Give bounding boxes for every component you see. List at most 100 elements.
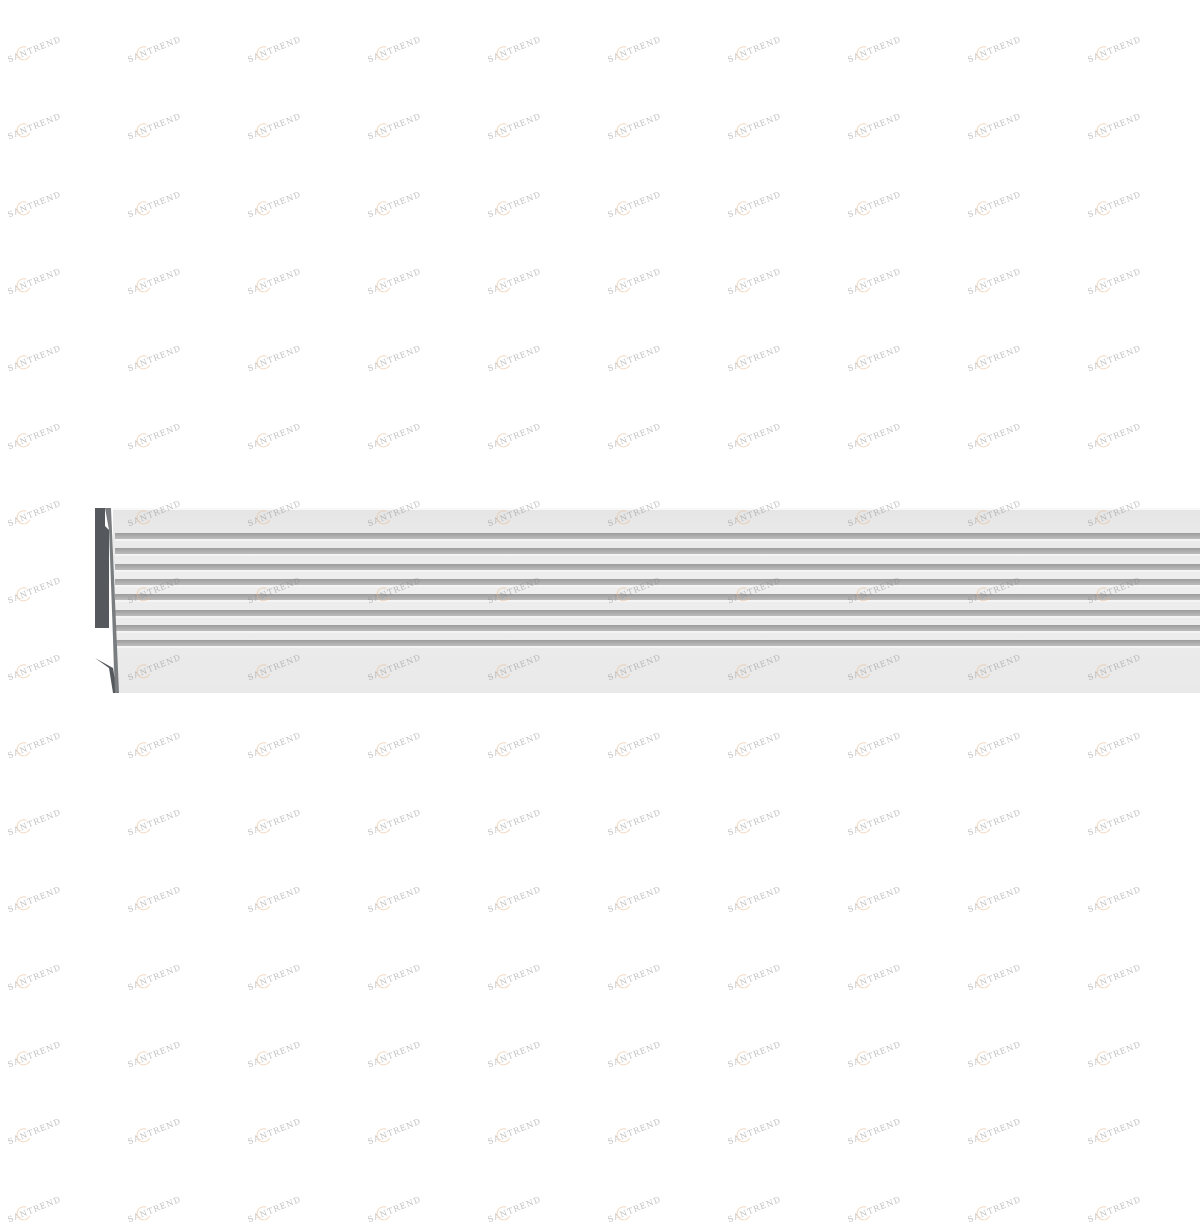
watermark: SANTREND bbox=[846, 730, 903, 761]
watermark: SANTREND bbox=[606, 1116, 663, 1147]
watermark: SANTREND bbox=[246, 884, 303, 915]
watermark: SANTREND bbox=[126, 807, 183, 838]
watermark: SANTREND bbox=[246, 730, 303, 761]
watermark: SANTREND bbox=[1086, 1116, 1143, 1147]
watermark: SANTREND bbox=[366, 1039, 423, 1070]
watermark: SANTREND bbox=[6, 575, 63, 606]
watermark: SANTREND bbox=[966, 962, 1023, 992]
watermark: SANTREND bbox=[1086, 1039, 1143, 1070]
watermark: SANTREND bbox=[366, 266, 423, 297]
watermark: SANTREND bbox=[486, 884, 543, 915]
watermark: SANTREND bbox=[726, 189, 783, 219]
watermark: SANTREND bbox=[6, 730, 63, 761]
watermark: SANTREND bbox=[846, 1194, 903, 1224]
watermark: SANTREND bbox=[126, 962, 183, 992]
watermark: SANTREND bbox=[486, 1039, 543, 1070]
watermark: SANTREND bbox=[6, 884, 63, 915]
groove bbox=[115, 563, 1200, 572]
watermark: SANTREND bbox=[6, 653, 63, 683]
watermark: SANTREND bbox=[966, 1116, 1023, 1147]
watermark: SANTREND bbox=[1086, 266, 1143, 297]
watermark: SANTREND bbox=[1086, 1194, 1143, 1224]
watermark: SANTREND bbox=[126, 1116, 183, 1147]
watermark: SANTREND bbox=[726, 884, 783, 915]
watermark: SANTREND bbox=[846, 1116, 903, 1147]
watermark: SANTREND bbox=[606, 189, 663, 219]
profile-edge bbox=[95, 508, 119, 693]
watermark: SANTREND bbox=[966, 1039, 1023, 1070]
watermark: SANTREND bbox=[966, 807, 1023, 838]
watermark: SANTREND bbox=[1086, 421, 1143, 451]
watermark: SANTREND bbox=[606, 266, 663, 297]
watermark: SANTREND bbox=[726, 111, 783, 142]
watermark: SANTREND bbox=[126, 189, 183, 219]
watermark: SANTREND bbox=[1086, 962, 1143, 992]
watermark: SANTREND bbox=[486, 1116, 543, 1147]
watermark: SANTREND bbox=[366, 189, 423, 219]
watermark: SANTREND bbox=[486, 730, 543, 761]
watermark: SANTREND bbox=[126, 884, 183, 915]
watermark: SANTREND bbox=[966, 884, 1023, 915]
watermark: SANTREND bbox=[486, 1194, 543, 1224]
watermark: SANTREND bbox=[246, 1194, 303, 1224]
watermark: SANTREND bbox=[246, 421, 303, 451]
watermark: SANTREND bbox=[966, 34, 1023, 65]
watermark: SANTREND bbox=[366, 730, 423, 761]
watermark: SANTREND bbox=[1086, 807, 1143, 838]
groove bbox=[115, 594, 1200, 603]
watermark: SANTREND bbox=[366, 962, 423, 992]
watermark: SANTREND bbox=[726, 1116, 783, 1147]
watermark: SANTREND bbox=[246, 1116, 303, 1147]
watermark: SANTREND bbox=[6, 1116, 63, 1147]
groove bbox=[115, 548, 1200, 557]
watermark: SANTREND bbox=[846, 111, 903, 142]
watermark: SANTREND bbox=[6, 343, 63, 374]
watermark: SANTREND bbox=[1086, 111, 1143, 142]
watermark: SANTREND bbox=[606, 884, 663, 915]
watermark: SANTREND bbox=[606, 343, 663, 374]
watermark: SANTREND bbox=[246, 189, 303, 219]
watermark: SANTREND bbox=[6, 962, 63, 992]
watermark: SANTREND bbox=[6, 1039, 63, 1070]
watermark: SANTREND bbox=[6, 34, 63, 65]
watermark: SANTREND bbox=[6, 189, 63, 219]
watermark: SANTREND bbox=[726, 343, 783, 374]
watermark: SANTREND bbox=[846, 1039, 903, 1070]
groove bbox=[115, 624, 1200, 633]
watermark: SANTREND bbox=[366, 884, 423, 915]
watermark: SANTREND bbox=[246, 111, 303, 142]
watermark: SANTREND bbox=[1086, 884, 1143, 915]
watermark: SANTREND bbox=[246, 34, 303, 65]
watermark: SANTREND bbox=[366, 807, 423, 838]
watermark: SANTREND bbox=[6, 1194, 63, 1224]
watermark: SANTREND bbox=[846, 421, 903, 451]
watermark: SANTREND bbox=[126, 730, 183, 761]
watermark: SANTREND bbox=[246, 266, 303, 297]
watermark: SANTREND bbox=[126, 111, 183, 142]
watermark: SANTREND bbox=[726, 1194, 783, 1224]
watermark: SANTREND bbox=[6, 807, 63, 838]
watermark: SANTREND bbox=[1086, 34, 1143, 65]
watermark: SANTREND bbox=[246, 1039, 303, 1070]
watermark: SANTREND bbox=[846, 266, 903, 297]
watermark: SANTREND bbox=[366, 1194, 423, 1224]
watermark: SANTREND bbox=[606, 730, 663, 761]
watermark: SANTREND bbox=[6, 498, 63, 529]
watermark: SANTREND bbox=[966, 266, 1023, 297]
watermark: SANTREND bbox=[486, 34, 543, 65]
watermark: SANTREND bbox=[966, 343, 1023, 374]
watermark: SANTREND bbox=[606, 111, 663, 142]
watermark: SANTREND bbox=[246, 807, 303, 838]
watermark: SANTREND bbox=[486, 421, 543, 451]
watermark: SANTREND bbox=[726, 34, 783, 65]
watermark: SANTREND bbox=[966, 1194, 1023, 1224]
watermark: SANTREND bbox=[126, 1194, 183, 1224]
groove bbox=[115, 640, 1200, 649]
watermark: SANTREND bbox=[6, 421, 63, 451]
watermark: SANTREND bbox=[486, 111, 543, 142]
molding-profile-image bbox=[95, 508, 1200, 693]
watermark: SANTREND bbox=[606, 962, 663, 992]
watermark: SANTREND bbox=[606, 1194, 663, 1224]
watermark: SANTREND bbox=[606, 34, 663, 65]
watermark: SANTREND bbox=[246, 962, 303, 992]
